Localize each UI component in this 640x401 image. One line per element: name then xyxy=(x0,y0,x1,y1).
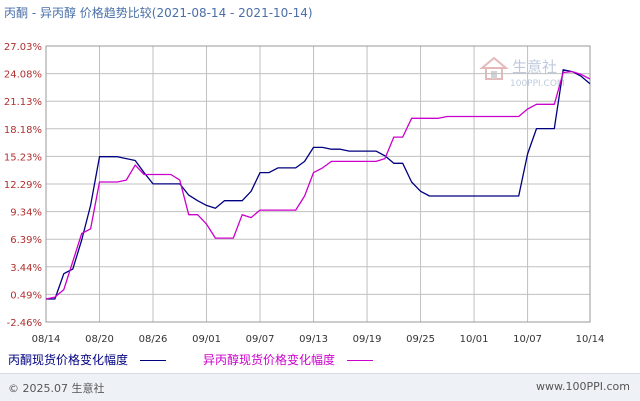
y-tick-label: 27.03% xyxy=(4,42,42,53)
x-tick-label: 10/14 xyxy=(576,334,605,345)
footer-site-link[interactable]: www.100PPI.com xyxy=(536,380,630,393)
x-tick-label: 10/07 xyxy=(513,334,542,345)
x-tick-label: 09/19 xyxy=(353,334,382,345)
x-tick-label: 08/26 xyxy=(139,334,168,345)
x-tick-label: 09/13 xyxy=(299,334,328,345)
watermark-url: 100PPI.COM xyxy=(510,79,565,89)
chart-title: 丙酮 - 异丙醇 价格趋势比较(2021-08-14 - 2021-10-14) xyxy=(4,4,313,21)
y-tick-label: 18.18% xyxy=(4,125,42,136)
axes: 27.03% 24.08% 21.13% 18.18% 15.23% 12.29% 9.34… xyxy=(4,42,605,345)
y-tick-label: 12.29% xyxy=(4,180,42,191)
plot-frame xyxy=(45,45,591,323)
chart-date-range: (2021-08-14 - 2021-10-14) xyxy=(151,6,313,20)
chart-title-text: 丙酮 - 异丙醇 价格趋势比较 xyxy=(4,6,152,20)
x-tick-label: 09/07 xyxy=(246,334,275,345)
y-tick-label: 6.39% xyxy=(10,235,42,246)
series-line-1 xyxy=(46,69,591,300)
y-tick-label: 24.08% xyxy=(4,70,42,81)
legend-series-1-label: 丙酮现货价格变化幅度 xyxy=(8,353,129,367)
legend-series-2-swatch xyxy=(347,360,374,361)
y-tick-label: 21.13% xyxy=(4,97,42,108)
x-tick-label: 08/20 xyxy=(85,334,114,345)
watermark-house-icon xyxy=(479,56,509,80)
watermark-brand: 生意社 xyxy=(512,58,557,76)
legend-series-2: 异丙醇现货价格变化幅度 xyxy=(203,351,374,368)
legend-series-1: 丙酮现货价格变化幅度 xyxy=(8,351,167,368)
legend-series-1-swatch xyxy=(140,360,167,361)
series-line-2 xyxy=(45,70,591,300)
x-tick-label: 08/14 xyxy=(32,334,61,345)
footer-copyright: © 2025.07 生意社 xyxy=(8,382,105,395)
y-tick-label: 15.23% xyxy=(4,152,42,163)
grid xyxy=(45,45,591,323)
y-tick-label: 3.44% xyxy=(10,263,42,274)
x-tick-label: 09/01 xyxy=(192,334,221,345)
x-tick-label: 10/01 xyxy=(460,334,489,345)
y-tick-label: 0.49% xyxy=(10,290,42,301)
x-tick-label: 09/25 xyxy=(406,334,435,345)
series xyxy=(45,69,591,300)
y-tick-label: 9.34% xyxy=(10,208,42,219)
y-tick-label: -2.46% xyxy=(7,318,42,329)
footer: © 2025.07 生意社 www.100PPI.com xyxy=(0,373,640,401)
legend-series-2-label: 异丙醇现货价格变化幅度 xyxy=(203,353,336,367)
